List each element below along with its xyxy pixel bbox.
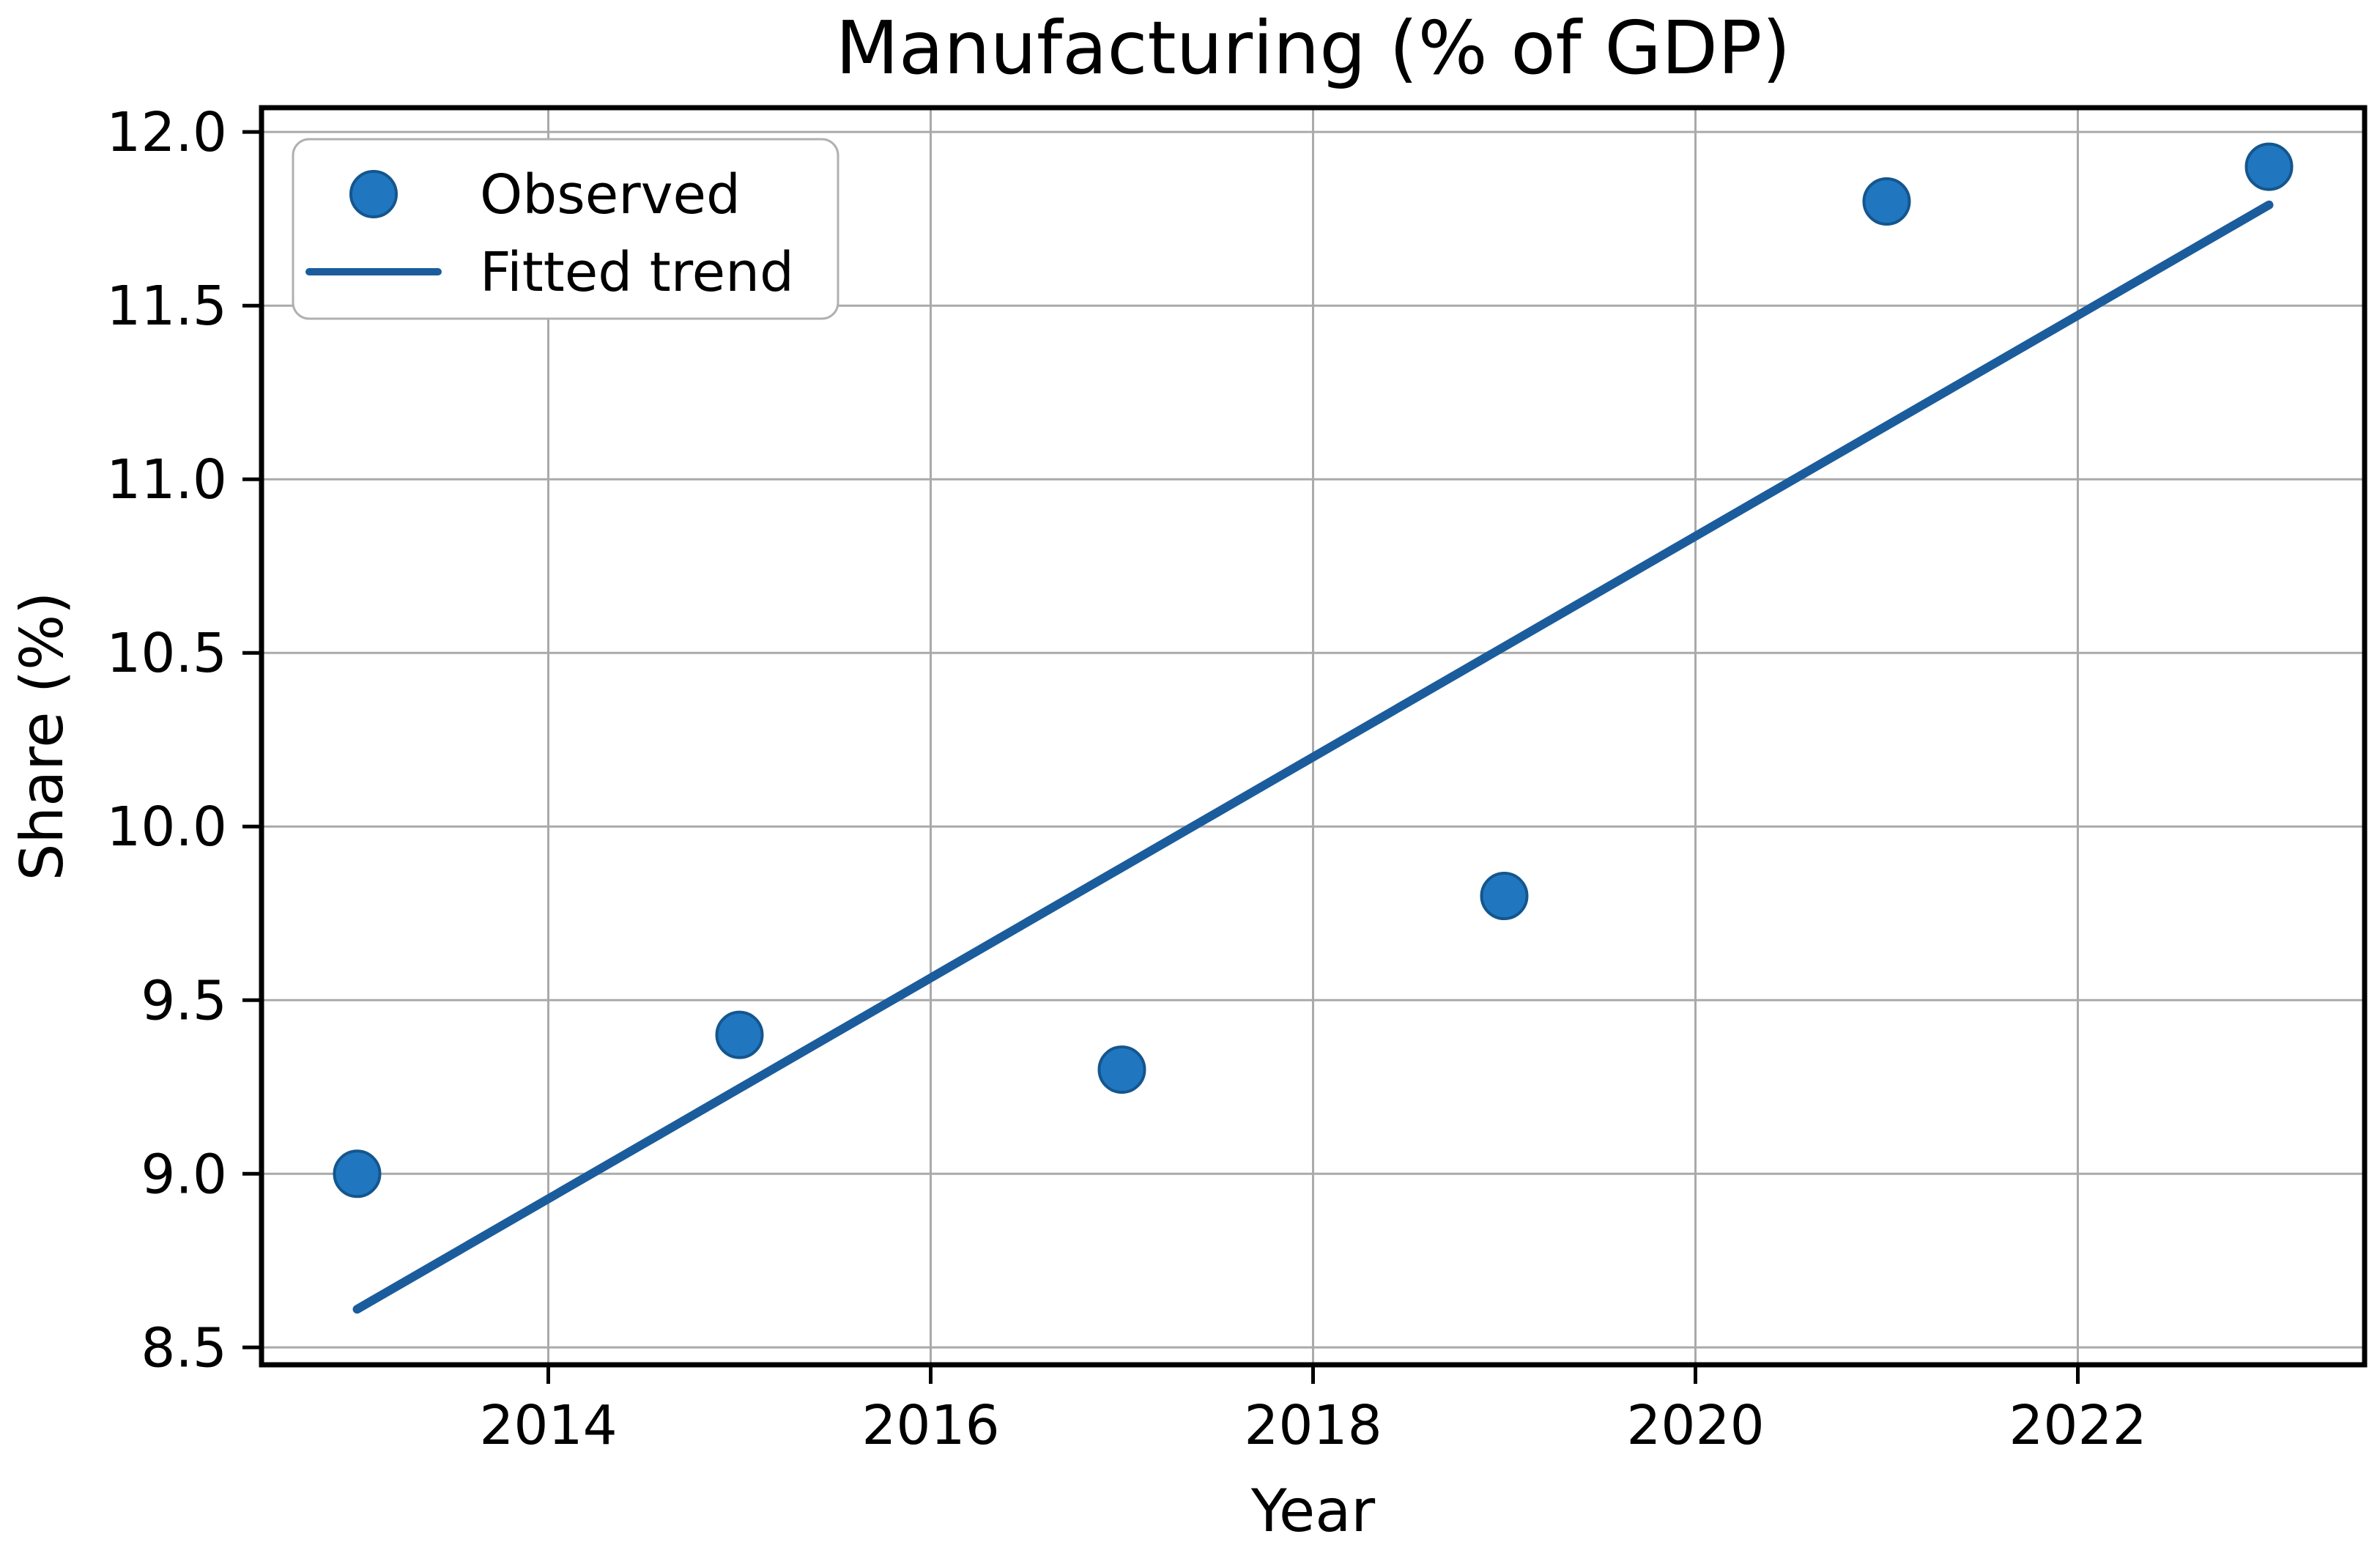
y-tick-label: 10.5	[106, 622, 227, 685]
chart-title: Manufacturing (% of GDP)	[836, 5, 1791, 91]
legend-label: Fitted trend	[480, 241, 794, 304]
data-point	[1097, 1045, 1146, 1094]
y-axis-label: Share (%)	[8, 592, 76, 881]
y-tick-label: 11.5	[106, 275, 227, 338]
legend: Observed Fitted trend	[292, 138, 839, 320]
x-tick-label: 2022	[2009, 1394, 2146, 1457]
x-tick-label: 2016	[861, 1394, 999, 1457]
y-tick-label: 9.5	[141, 969, 227, 1032]
data-point	[2244, 142, 2294, 191]
observed-points	[333, 142, 2294, 1198]
tick-marks	[242, 130, 2080, 1384]
data-point	[333, 1149, 382, 1198]
data-point	[1480, 872, 1529, 921]
legend-label: Observed	[480, 163, 741, 226]
data-point	[715, 1010, 764, 1059]
x-tick-label: 2020	[1626, 1394, 1764, 1457]
y-tick-label: 12.0	[106, 101, 227, 164]
trend-line	[352, 200, 2274, 1314]
y-tick-label: 11.0	[106, 448, 227, 511]
x-tick-label: 2014	[479, 1394, 617, 1457]
x-tick-label: 2018	[1244, 1394, 1382, 1457]
y-tick-label: 8.5	[141, 1316, 227, 1379]
x-axis-label: Year	[1250, 1477, 1375, 1545]
y-tick-label: 10.0	[106, 796, 227, 859]
legend-marker-icon	[349, 170, 398, 218]
data-point	[1862, 177, 1911, 226]
y-tick-label: 9.0	[141, 1143, 227, 1206]
